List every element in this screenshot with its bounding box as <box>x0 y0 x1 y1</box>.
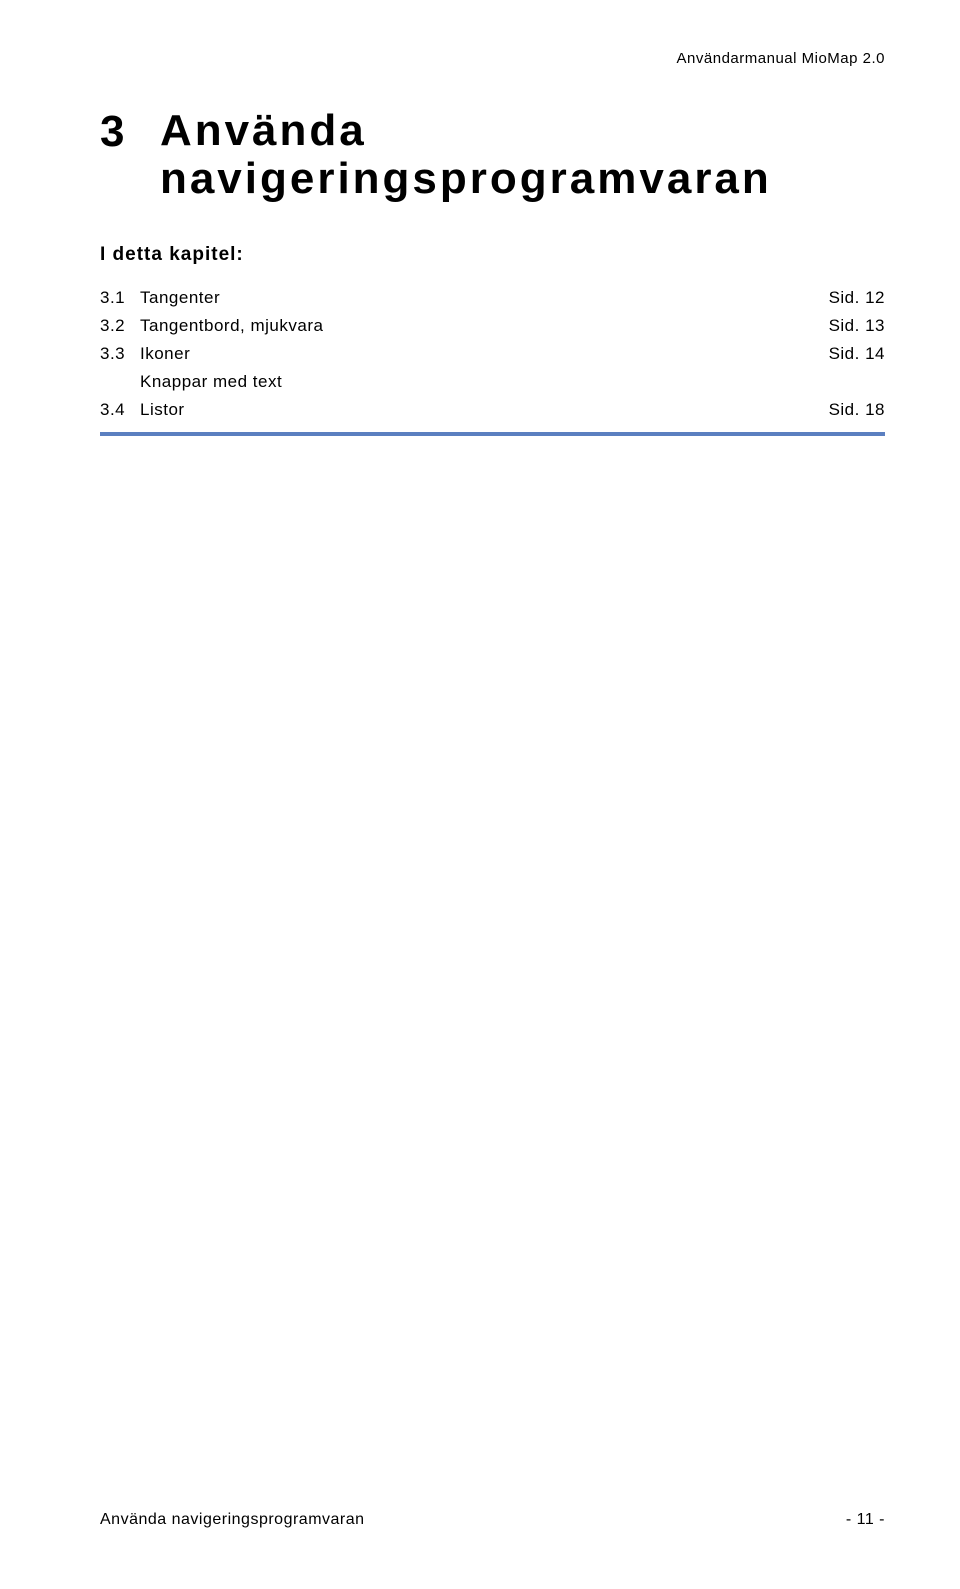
footer-section-title: Använda navigeringsprogramvaran <box>100 1511 365 1529</box>
toc-num: 3.4 <box>100 400 140 420</box>
chapter-title-block: 3 Använda navigeringsprogramvaran <box>100 107 885 204</box>
toc-page: Sid. 13 <box>805 316 885 336</box>
toc-page: Sid. 14 <box>805 344 885 364</box>
chapter-number: 3 <box>100 107 125 157</box>
toc-label: Listor <box>140 400 805 420</box>
page-footer: Använda navigeringsprogramvaran - 11 - <box>100 1511 885 1529</box>
divider-rule <box>100 432 885 436</box>
toc-row: 3.4 Listor Sid. 18 <box>100 396 885 424</box>
running-header: Användarmanual MioMap 2.0 <box>100 50 885 67</box>
table-of-contents: 3.1 Tangenter Sid. 12 3.2 Tangentbord, m… <box>100 284 885 424</box>
chapter-title-line1: Använda <box>160 106 367 155</box>
in-this-chapter-heading: I detta kapitel: <box>100 244 885 266</box>
chapter-title: Använda navigeringsprogramvaran <box>160 107 772 204</box>
toc-label: Tangentbord, mjukvara <box>140 316 805 336</box>
toc-row: 3.1 Tangenter Sid. 12 <box>100 284 885 312</box>
toc-page <box>805 372 885 392</box>
page: Användarmanual MioMap 2.0 3 Använda navi… <box>0 0 960 1589</box>
toc-row: Knappar med text <box>100 368 885 396</box>
footer-page-number: - 11 - <box>846 1511 885 1529</box>
toc-label: Tangenter <box>140 288 805 308</box>
toc-label: Knappar med text <box>140 372 805 392</box>
toc-num: 3.3 <box>100 344 140 364</box>
chapter-title-line2: navigeringsprogramvaran <box>160 154 772 203</box>
toc-label: Ikoner <box>140 344 805 364</box>
toc-page: Sid. 18 <box>805 400 885 420</box>
toc-page: Sid. 12 <box>805 288 885 308</box>
toc-row: 3.3 Ikoner Sid. 14 <box>100 340 885 368</box>
toc-row: 3.2 Tangentbord, mjukvara Sid. 13 <box>100 312 885 340</box>
toc-num <box>100 372 140 392</box>
toc-num: 3.2 <box>100 316 140 336</box>
toc-num: 3.1 <box>100 288 140 308</box>
